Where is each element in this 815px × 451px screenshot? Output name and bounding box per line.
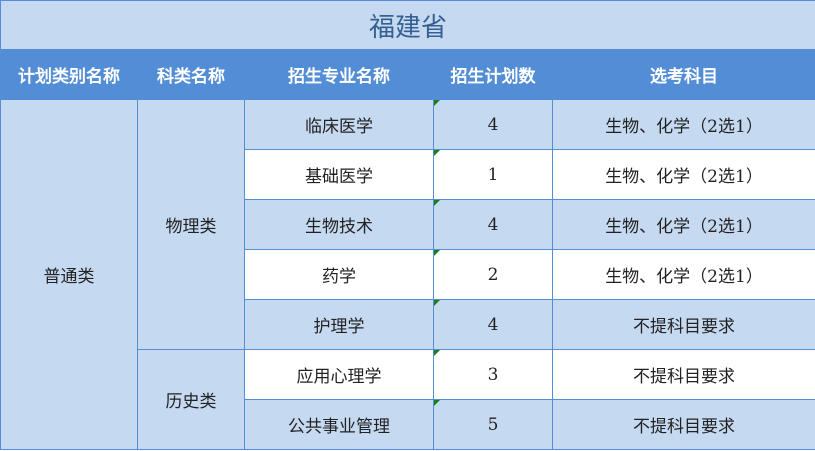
subjects-cell: 不提科目要求 [551, 299, 815, 350]
count-cell: 4 [433, 299, 553, 350]
count-cell: 1 [433, 149, 553, 200]
major-cell: 基础医学 [244, 149, 434, 200]
count-cell: 4 [433, 199, 553, 250]
major-cell: 应用心理学 [244, 349, 434, 400]
count-cell: 5 [433, 399, 553, 450]
header-count: 招生计划数 [433, 49, 553, 100]
cell-marker-icon [434, 300, 440, 306]
table-row: 公共事业管理 5 不提科目要求 [1, 399, 815, 450]
count-cell: 3 [433, 349, 553, 400]
subjects-cell: 生物、化学（2选1） [551, 249, 815, 300]
major-cell: 公共事业管理 [244, 399, 434, 450]
plan-category-cell: 普通类 [0, 99, 138, 450]
subject-group-cell: 物理类 [137, 99, 245, 350]
major-cell: 护理学 [244, 299, 434, 350]
subjects-cell: 不提科目要求 [551, 349, 815, 400]
table-row: 历史类 应用心理学 3 不提科目要求 [1, 349, 815, 450]
major-cell: 药学 [244, 249, 434, 300]
header-subject-group: 科类名称 [137, 49, 245, 100]
table-row: 基础医学 1 生物、化学（2选1） [1, 149, 815, 200]
cell-marker-icon [434, 250, 440, 256]
cell-marker-icon [434, 200, 440, 206]
table-row: 护理学 4 不提科目要求 [1, 299, 815, 350]
cell-marker-icon [434, 400, 440, 406]
table-title: 福建省 [0, 0, 815, 50]
table-row: 普通类 物理类 临床医学 4 生物、化学（2选1） [0, 99, 815, 450]
major-cell: 临床医学 [244, 99, 434, 150]
header-plan-category: 计划类别名称 [0, 49, 138, 100]
count-cell: 2 [433, 249, 553, 300]
header-major: 招生专业名称 [244, 49, 434, 100]
cell-marker-icon [434, 150, 440, 156]
count-cell: 4 [433, 99, 553, 150]
subjects-cell: 生物、化学（2选1） [551, 149, 815, 200]
header-subjects: 选考科目 [551, 49, 815, 100]
subject-group-cell: 历史类 [137, 349, 245, 450]
cell-marker-icon [434, 350, 440, 356]
cell-marker-icon [434, 100, 440, 106]
subjects-cell: 生物、化学（2选1） [551, 99, 815, 150]
major-cell: 生物技术 [244, 199, 434, 250]
table-row: 药学 2 生物、化学（2选1） [1, 249, 815, 300]
subjects-cell: 生物、化学（2选1） [551, 199, 815, 250]
subjects-cell: 不提科目要求 [551, 399, 815, 450]
